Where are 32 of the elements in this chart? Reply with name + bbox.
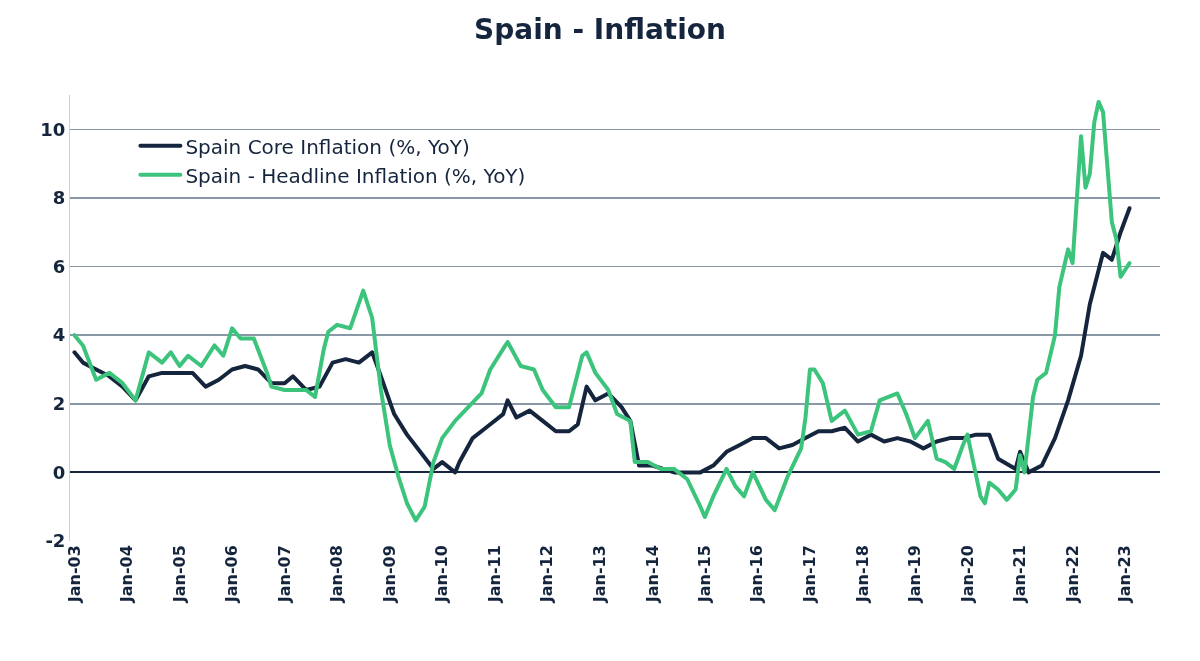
x-tick-label: Jan-21: [1010, 545, 1030, 604]
x-tick-label: Jan-23: [1115, 545, 1135, 604]
legend-label: Spain - Headline Inflation (%, YoY): [185, 163, 526, 188]
x-tick-label: Jan-06: [222, 545, 242, 604]
x-tick-label: Jan-13: [590, 545, 610, 604]
x-tick-label: Jan-16: [747, 545, 767, 604]
x-tick-label: Jan-18: [852, 545, 872, 604]
y-tick-label: 10: [40, 118, 66, 140]
y-tick-label: 8: [52, 187, 66, 209]
x-tick-label: Jan-03: [64, 545, 84, 604]
y-tick-label: 6: [52, 255, 66, 277]
y-tick-label: 4: [52, 324, 66, 346]
x-tick-label: Jan-11: [484, 545, 504, 604]
chart-title: Spain - Inflation: [474, 13, 726, 47]
legend-label: Spain Core Inflation (%, YoY): [185, 134, 470, 159]
x-tick-label: Jan-08: [327, 545, 347, 604]
x-tick-label: Jan-15: [695, 545, 715, 604]
x-tick-label: Jan-12: [537, 545, 557, 604]
x-tick-label: Jan-04: [117, 545, 137, 604]
x-tick-label: Jan-07: [274, 545, 294, 604]
x-tick-label: Jan-19: [905, 545, 925, 604]
x-tick-label: Jan-14: [642, 545, 662, 604]
x-tick-label: Jan-17: [800, 545, 820, 604]
y-tick-label: 0: [52, 461, 66, 483]
x-tick-label: Jan-09: [379, 545, 399, 604]
x-tick-label: Jan-22: [1062, 545, 1082, 604]
y-tick-label: -2: [45, 530, 66, 552]
x-tick-label: Jan-05: [169, 545, 189, 604]
x-tick-label: Jan-10: [432, 545, 452, 604]
y-tick-label: 2: [52, 393, 66, 415]
line-series: [72, 99, 1132, 523]
x-tick-label: Jan-20: [957, 545, 977, 604]
